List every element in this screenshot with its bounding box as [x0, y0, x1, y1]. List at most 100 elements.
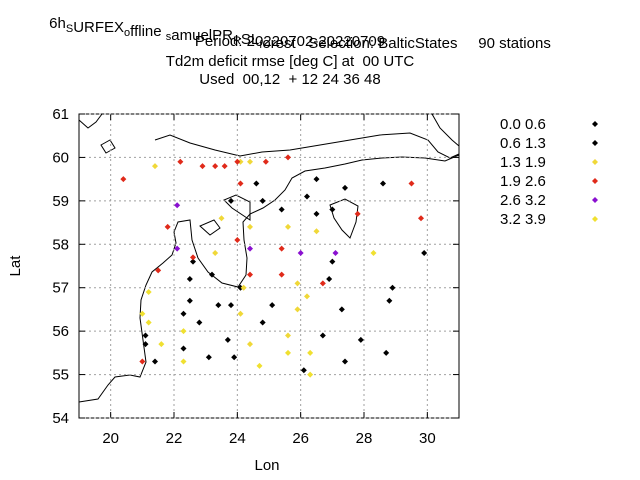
station-point: [237, 284, 244, 291]
title-line: Used 00,12 + 12 24 36 48: [199, 71, 380, 88]
station-point: [139, 358, 146, 365]
text-segment: 6h: [49, 15, 66, 32]
text-segment: Period: 20220702-20220709: [195, 33, 385, 50]
station-point: [319, 280, 326, 287]
station-point: [338, 306, 345, 313]
station-point: [269, 302, 276, 309]
title-line: 6hSURFEXoffline samuelPRRSLforest Select…: [49, 15, 551, 52]
station-point: [247, 271, 253, 278]
legend-label: 0.6 1.3: [500, 135, 546, 152]
station-point: [237, 310, 244, 317]
y-tick-label: 57: [52, 280, 69, 297]
station-point: [139, 310, 146, 317]
legend-label: 2.6 3.2: [500, 192, 546, 209]
station-point: [342, 184, 348, 191]
station-point: [152, 163, 158, 170]
y-tick-label: 60: [52, 149, 69, 166]
text-segment: orest Selection: BalticStates 90 station…: [262, 35, 550, 52]
station-point: [278, 271, 285, 278]
subscript: S: [66, 23, 73, 35]
station-point: [209, 271, 215, 278]
station-point: [237, 158, 244, 165]
y-tick-label: 54: [52, 410, 69, 427]
station-point: [332, 249, 339, 256]
station-point: [247, 158, 253, 165]
station-point: [278, 245, 285, 252]
x-tick-label: 24: [229, 430, 246, 447]
x-tick-label: 20: [102, 430, 119, 447]
station-point: [262, 158, 269, 165]
y-axis-label: Lat: [7, 255, 24, 277]
station-point: [326, 276, 333, 283]
station-point: [370, 249, 377, 256]
station-point: [304, 193, 310, 200]
legend-label: 1.3 1.9: [500, 154, 546, 171]
station-point: [212, 249, 219, 256]
station-point: [145, 319, 152, 326]
text-segment: ffline: [130, 23, 166, 40]
station-point: [215, 302, 222, 309]
station-point: [120, 176, 127, 183]
station-point: [380, 180, 386, 187]
station-point: [224, 336, 231, 343]
station-point: [212, 163, 219, 170]
x-tick-label: 26: [292, 430, 309, 447]
legend-marker: [592, 178, 598, 184]
legend-label: 0.0 0.6: [500, 116, 546, 133]
station-point: [145, 289, 152, 296]
legend-marker: [592, 159, 598, 165]
station-point: [307, 349, 314, 356]
station-point: [342, 358, 348, 365]
station-point: [300, 367, 307, 374]
station-point: [190, 254, 196, 261]
y-tick-label: 56: [52, 323, 69, 340]
station-point: [180, 345, 187, 352]
station-point: [389, 284, 396, 291]
station-point: [383, 349, 390, 356]
station-point: [221, 163, 228, 170]
station-point: [237, 180, 244, 187]
station-point: [164, 223, 171, 230]
station-point: [313, 176, 320, 183]
station-point: [259, 197, 266, 204]
station-point: [319, 332, 326, 339]
station-point: [421, 249, 428, 256]
station-point: [329, 206, 336, 213]
subscript: s: [166, 31, 172, 43]
station-point: [247, 245, 253, 252]
title: 6hSURFEXoffline samuelPRRSLforest Select…: [49, 15, 551, 88]
station-point: [285, 332, 291, 339]
station-point: [180, 310, 187, 317]
coastline: [78, 113, 460, 403]
subscript: f: [259, 39, 263, 51]
station-point: [190, 258, 196, 265]
y-tick-label: 55: [52, 367, 69, 384]
legend-marker: [592, 197, 598, 203]
legend-marker: [592, 140, 598, 146]
station-point: [234, 158, 241, 165]
title-line: Period: 20220702-20220709: [195, 33, 385, 50]
y-tick-label: 58: [52, 236, 69, 253]
station-point: [180, 358, 187, 365]
station-point: [297, 249, 304, 256]
station-point: [142, 332, 149, 339]
station-point: [259, 319, 266, 326]
station-point: [307, 371, 314, 378]
station-point: [186, 297, 193, 304]
station-point: [294, 306, 301, 313]
legend-marker: [592, 216, 598, 222]
station-point: [294, 280, 301, 287]
x-axis-label: Lon: [254, 457, 279, 474]
station-point: [386, 297, 393, 304]
station-point: [253, 180, 260, 187]
station-point: [205, 354, 212, 361]
station-point: [313, 228, 320, 235]
text-segment: SL: [241, 31, 259, 48]
station-point: [152, 358, 158, 365]
station-point: [177, 158, 184, 165]
legend-label: 3.2 3.9: [500, 211, 546, 228]
station-point: [304, 293, 310, 300]
station-point: [354, 210, 361, 217]
station-point: [329, 258, 336, 265]
station-point: [158, 341, 165, 348]
